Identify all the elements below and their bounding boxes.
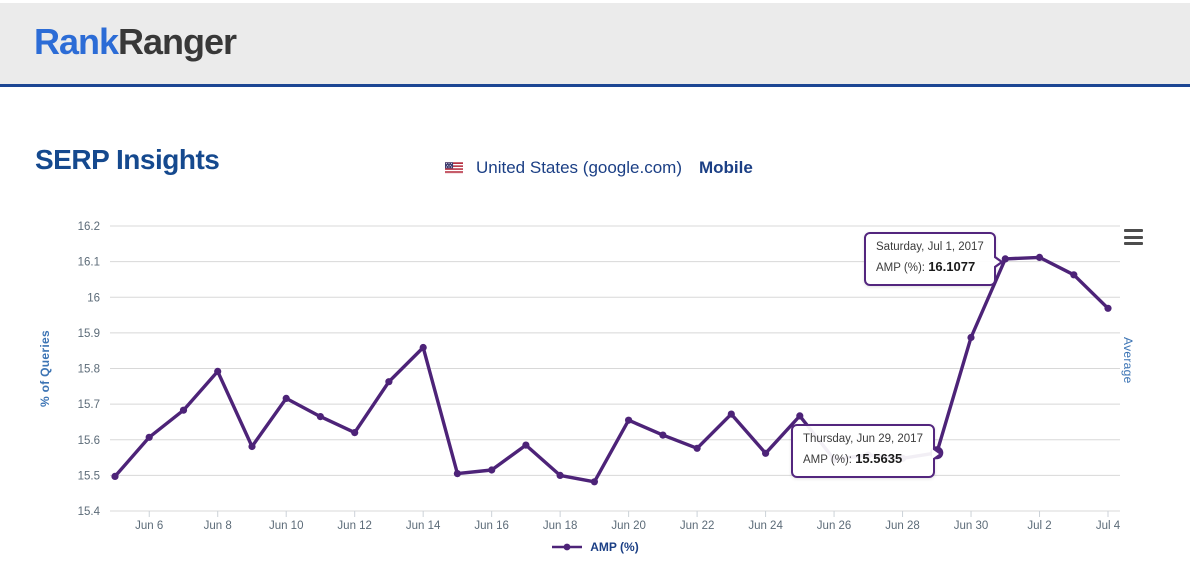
svg-text:Jun 26: Jun 26: [817, 520, 852, 532]
tooltip-value: 15.5635: [855, 450, 903, 466]
hamburger-icon[interactable]: [1124, 229, 1143, 245]
series-AMP (%)[interactable]: [111, 253, 1112, 486]
page-title: SERP Insights: [35, 144, 220, 175]
data-point: [625, 416, 633, 424]
tooltip-value-row: AMP (%): 16.1077: [876, 257, 984, 278]
svg-text:Jun 14: Jun 14: [406, 520, 441, 532]
svg-text:16: 16: [87, 292, 100, 304]
svg-text:15.5: 15.5: [78, 470, 100, 482]
svg-text:Jun 8: Jun 8: [204, 520, 232, 532]
data-point: [762, 449, 770, 457]
svg-text:Jun 22: Jun 22: [680, 520, 715, 532]
y-axis-tick-labels: 15.4 15.5 15.6 15.7 15.8 15.9 16 16.1 16.2: [78, 221, 101, 518]
data-point: [1070, 271, 1078, 279]
data-point: [796, 412, 804, 420]
svg-text:Jun 18: Jun 18: [543, 520, 578, 532]
svg-text:Jun 24: Jun 24: [748, 520, 783, 532]
data-point: [214, 367, 222, 375]
data-point: [1035, 253, 1044, 261]
data-point: [1104, 304, 1112, 312]
report-device: Mobile: [699, 158, 753, 177]
data-point: [316, 413, 324, 421]
data-point: [111, 472, 119, 480]
tooltip-series-label: AMP (%):: [876, 261, 925, 274]
report-location: United States (google.com): [476, 158, 682, 177]
tooltip-series-label: AMP (%):: [803, 453, 852, 466]
svg-text:Jun 12: Jun 12: [337, 520, 372, 532]
logo-part-rank: Rank: [34, 21, 119, 62]
svg-text:15.8: 15.8: [78, 364, 100, 376]
svg-text:Jul 4: Jul 4: [1096, 520, 1121, 532]
chart-legend: AMP (%): [0, 540, 1190, 554]
tooltip-date: Thursday, Jun 29, 2017: [803, 433, 923, 445]
chart-tooltip-jul1: Saturday, Jul 1, 2017 AMP (%): 16.1077: [864, 232, 1004, 286]
data-point: [488, 466, 496, 474]
legend-marker-icon: [552, 543, 583, 551]
x-axis-tick-labels: Jun 6 Jun 8 Jun 10 Jun 12 Jun 14 Jun 16 Jun 18…: [135, 520, 1121, 532]
svg-text:Jun 30: Jun 30: [954, 520, 989, 532]
right-axis-label: Average: [1121, 337, 1135, 384]
tooltip-value-row: AMP (%): 15.5635: [803, 449, 923, 470]
logo-part-ranger: Ranger: [118, 21, 237, 62]
data-point: [693, 444, 701, 452]
svg-text:15.7: 15.7: [78, 399, 100, 411]
legend-item-amp[interactable]: AMP (%): [551, 540, 639, 554]
data-point: [282, 394, 290, 402]
svg-text:16.1: 16.1: [78, 257, 100, 269]
svg-text:Jun 10: Jun 10: [269, 520, 304, 532]
data-point: [351, 429, 359, 437]
data-point: [145, 433, 153, 441]
tooltip-value: 16.1077: [928, 258, 976, 274]
legend-label: AMP (%): [590, 540, 639, 554]
svg-text:Jun 6: Jun 6: [135, 520, 163, 532]
rankranger-logo[interactable]: RankRanger: [34, 21, 237, 63]
svg-text:16.2: 16.2: [78, 221, 100, 233]
svg-text:15.6: 15.6: [78, 435, 100, 447]
data-point: [556, 471, 564, 479]
data-point: [179, 406, 188, 414]
data-point: [590, 478, 599, 486]
tooltip-date: Saturday, Jul 1, 2017: [876, 241, 984, 253]
svg-text:15.4: 15.4: [78, 506, 101, 518]
data-point: [659, 431, 667, 439]
us-flag-icon: [445, 162, 463, 174]
data-point: [453, 470, 461, 478]
data-point: [967, 333, 975, 342]
svg-text:Jun 16: Jun 16: [474, 520, 509, 532]
svg-text:Jun 20: Jun 20: [611, 520, 646, 532]
y-axis-title: % of Queries: [38, 330, 52, 408]
app-header: RankRanger: [0, 3, 1190, 87]
svg-text:Jul 2: Jul 2: [1027, 520, 1051, 532]
data-point: [385, 378, 393, 386]
svg-text:15.9: 15.9: [78, 328, 100, 340]
data-point: [419, 343, 427, 352]
data-point: [522, 441, 530, 449]
svg-text:Jun 28: Jun 28: [885, 520, 920, 532]
x-axis: [148, 511, 1109, 517]
chart-tooltip-jun29: Thursday, Jun 29, 2017 AMP (%): 15.5635: [791, 424, 943, 478]
report-scope: United States (google.com) Mobile: [445, 158, 753, 178]
data-point: [248, 442, 256, 451]
data-point: [727, 410, 735, 418]
